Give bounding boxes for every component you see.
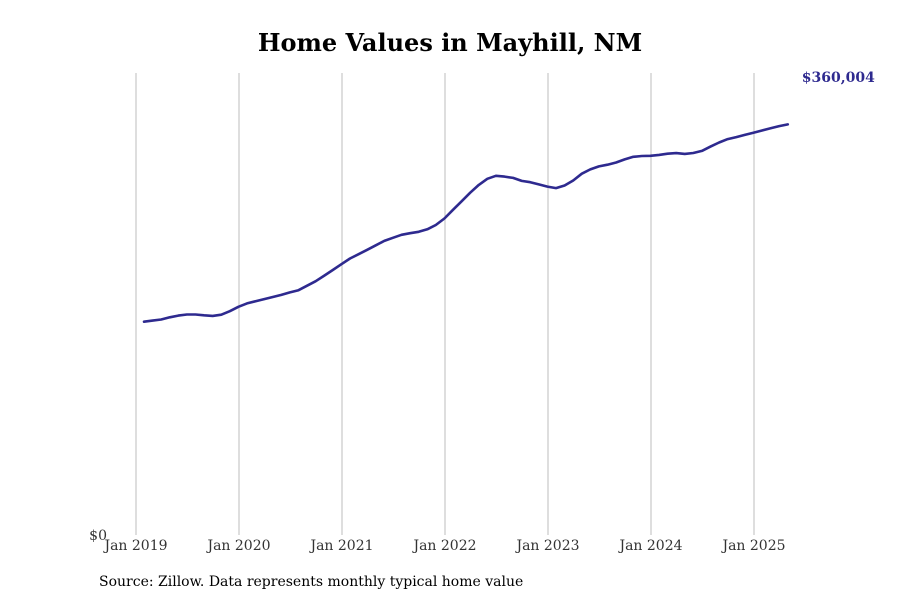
x-tick-label: Jan 2025 <box>720 538 785 554</box>
x-axis: Jan 2019 Jan 2020 Jan 2021 Jan 2022 Jan 2023… <box>102 538 785 554</box>
end-value-label: $360,004 <box>802 70 875 86</box>
x-tick-label: Jan 2022 <box>411 538 476 554</box>
x-tick-label: Jan 2019 <box>102 538 167 554</box>
y-tick-label: $0 <box>89 528 107 544</box>
x-tick-label: Jan 2021 <box>308 538 373 554</box>
y-axis: $0 <box>89 528 107 544</box>
gridlines <box>135 73 755 535</box>
series-layer <box>142 123 790 323</box>
x-tick-label: Jan 2020 <box>205 538 270 554</box>
x-tick-label: Jan 2023 <box>514 538 579 554</box>
annotation-layer: $360,004 <box>802 70 875 86</box>
x-tick-label: Jan 2024 <box>617 538 682 554</box>
series-line <box>142 123 790 323</box>
chart-title: Home Values in Mayhill, NM <box>257 28 643 57</box>
source-note: Source: Zillow. Data represents monthly … <box>99 574 524 590</box>
